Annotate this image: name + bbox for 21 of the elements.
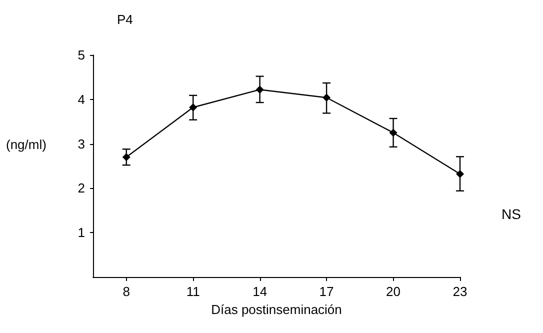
x-axis-title: Días postinseminación xyxy=(211,302,342,317)
y-tick-label: 2 xyxy=(78,180,85,196)
y-tick-label: 4 xyxy=(78,92,85,107)
point xyxy=(456,170,464,178)
chart-title: P4 xyxy=(117,12,133,27)
x-tick-label: 14 xyxy=(252,284,268,299)
x-tick-label: 11 xyxy=(186,284,200,299)
x-tick-label: 23 xyxy=(452,284,468,299)
x-tick-label: 8 xyxy=(122,284,130,299)
point xyxy=(256,86,264,94)
x-tick-label: 17 xyxy=(319,284,334,299)
y-tick-label: 1 xyxy=(78,225,85,240)
y-tick-label: 5 xyxy=(78,48,85,62)
x-tick-label: 20 xyxy=(386,284,401,299)
point xyxy=(122,153,130,162)
y-tick-label: 3 xyxy=(78,136,85,152)
point xyxy=(189,103,198,112)
point xyxy=(322,94,331,102)
y-axis-title: (ng/ml) xyxy=(6,137,46,152)
point xyxy=(389,128,398,137)
text: NS xyxy=(502,206,522,222)
